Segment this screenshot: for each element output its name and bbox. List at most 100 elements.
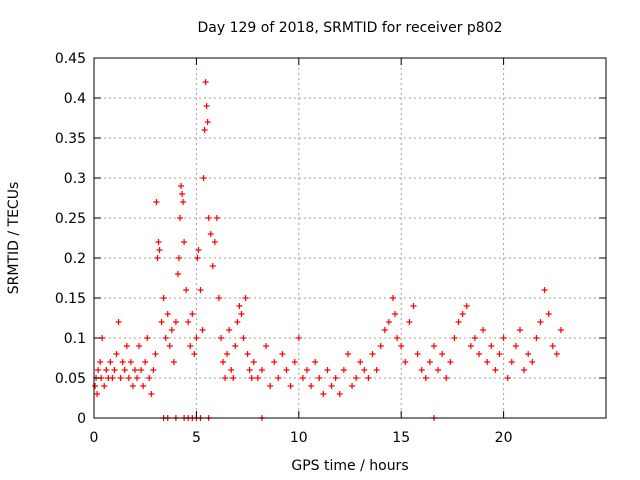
y-tick-label: 0.45	[55, 51, 86, 67]
data-point	[211, 239, 218, 245]
x-tick-label: 15	[392, 430, 410, 446]
data-point	[226, 327, 233, 333]
data-point	[193, 335, 200, 341]
data-point	[202, 79, 209, 85]
data-point	[553, 351, 560, 357]
data-point	[459, 311, 466, 317]
data-point	[195, 247, 202, 253]
data-point	[203, 103, 210, 109]
data-point	[545, 311, 552, 317]
data-point	[455, 319, 462, 325]
chart-title: Day 129 of 2018, SRMTID for receiver p80…	[197, 20, 502, 36]
data-point	[189, 311, 196, 317]
data-point	[516, 327, 523, 333]
data-point	[373, 367, 380, 373]
data-point	[162, 335, 169, 341]
data-point	[240, 335, 247, 341]
grid-lines	[94, 58, 606, 418]
data-point	[177, 215, 184, 221]
data-point	[381, 327, 388, 333]
data-point	[406, 319, 413, 325]
data-point	[254, 375, 261, 381]
data-point	[439, 351, 446, 357]
data-point	[97, 359, 104, 365]
data-point	[153, 199, 160, 205]
y-axis-title: SRMTID / TECUs	[6, 182, 22, 295]
data-point	[504, 375, 511, 381]
data-point	[172, 319, 179, 325]
data-point	[155, 239, 162, 245]
data-point	[168, 327, 175, 333]
data-point	[328, 383, 335, 389]
data-point	[340, 367, 347, 373]
y-tick-label: 0.3	[64, 171, 86, 187]
data-point	[312, 359, 319, 365]
data-point	[435, 367, 442, 373]
data-point	[174, 271, 181, 277]
data-point	[508, 359, 515, 365]
y-tick-label: 0.05	[55, 371, 86, 387]
data-point	[123, 343, 130, 349]
data-point	[119, 359, 126, 365]
data-point	[463, 303, 470, 309]
data-point	[138, 367, 145, 373]
data-point	[215, 295, 222, 301]
data-point	[484, 359, 491, 365]
data-point	[94, 391, 101, 397]
y-tick-label: 0.25	[55, 211, 86, 227]
data-point	[320, 391, 327, 397]
data-point	[283, 367, 290, 373]
data-point	[299, 375, 306, 381]
data-point	[131, 367, 138, 373]
data-point	[197, 287, 204, 293]
data-point	[166, 343, 173, 349]
data-point	[125, 375, 132, 381]
data-point	[178, 183, 185, 189]
y-tick-label: 0.2	[64, 251, 86, 267]
data-point	[236, 303, 243, 309]
data-point	[107, 359, 114, 365]
data-point	[279, 351, 286, 357]
y-tick-label: 0.35	[55, 131, 86, 147]
data-point	[308, 383, 315, 389]
data-point	[385, 319, 392, 325]
data-point	[129, 383, 136, 389]
data-point	[170, 359, 177, 365]
data-point	[557, 327, 564, 333]
data-point	[410, 303, 417, 309]
data-point	[263, 343, 270, 349]
data-point	[392, 311, 399, 317]
data-point	[109, 375, 116, 381]
data-point	[156, 247, 163, 253]
data-point	[115, 319, 122, 325]
data-point	[246, 367, 253, 373]
data-point	[152, 351, 159, 357]
data-point	[398, 343, 405, 349]
data-point	[220, 359, 227, 365]
data-point	[377, 343, 384, 349]
data-point	[111, 367, 118, 373]
data-point	[332, 375, 339, 381]
data-point	[164, 311, 171, 317]
data-point	[467, 343, 474, 349]
data-point	[361, 367, 368, 373]
data-point	[144, 335, 151, 341]
data-point	[267, 383, 274, 389]
data-point	[187, 343, 194, 349]
data-point	[175, 255, 182, 261]
data-point	[183, 287, 190, 293]
plot-frame	[93, 57, 607, 419]
data-point	[430, 343, 437, 349]
data-point	[476, 351, 483, 357]
x-tick-label: 0	[90, 430, 99, 446]
data-point	[200, 175, 207, 181]
data-point	[521, 367, 528, 373]
data-point	[242, 295, 249, 301]
data-point	[181, 239, 188, 245]
data-point	[222, 375, 229, 381]
data-point	[549, 343, 556, 349]
data-point	[295, 335, 302, 341]
data-point	[349, 383, 356, 389]
